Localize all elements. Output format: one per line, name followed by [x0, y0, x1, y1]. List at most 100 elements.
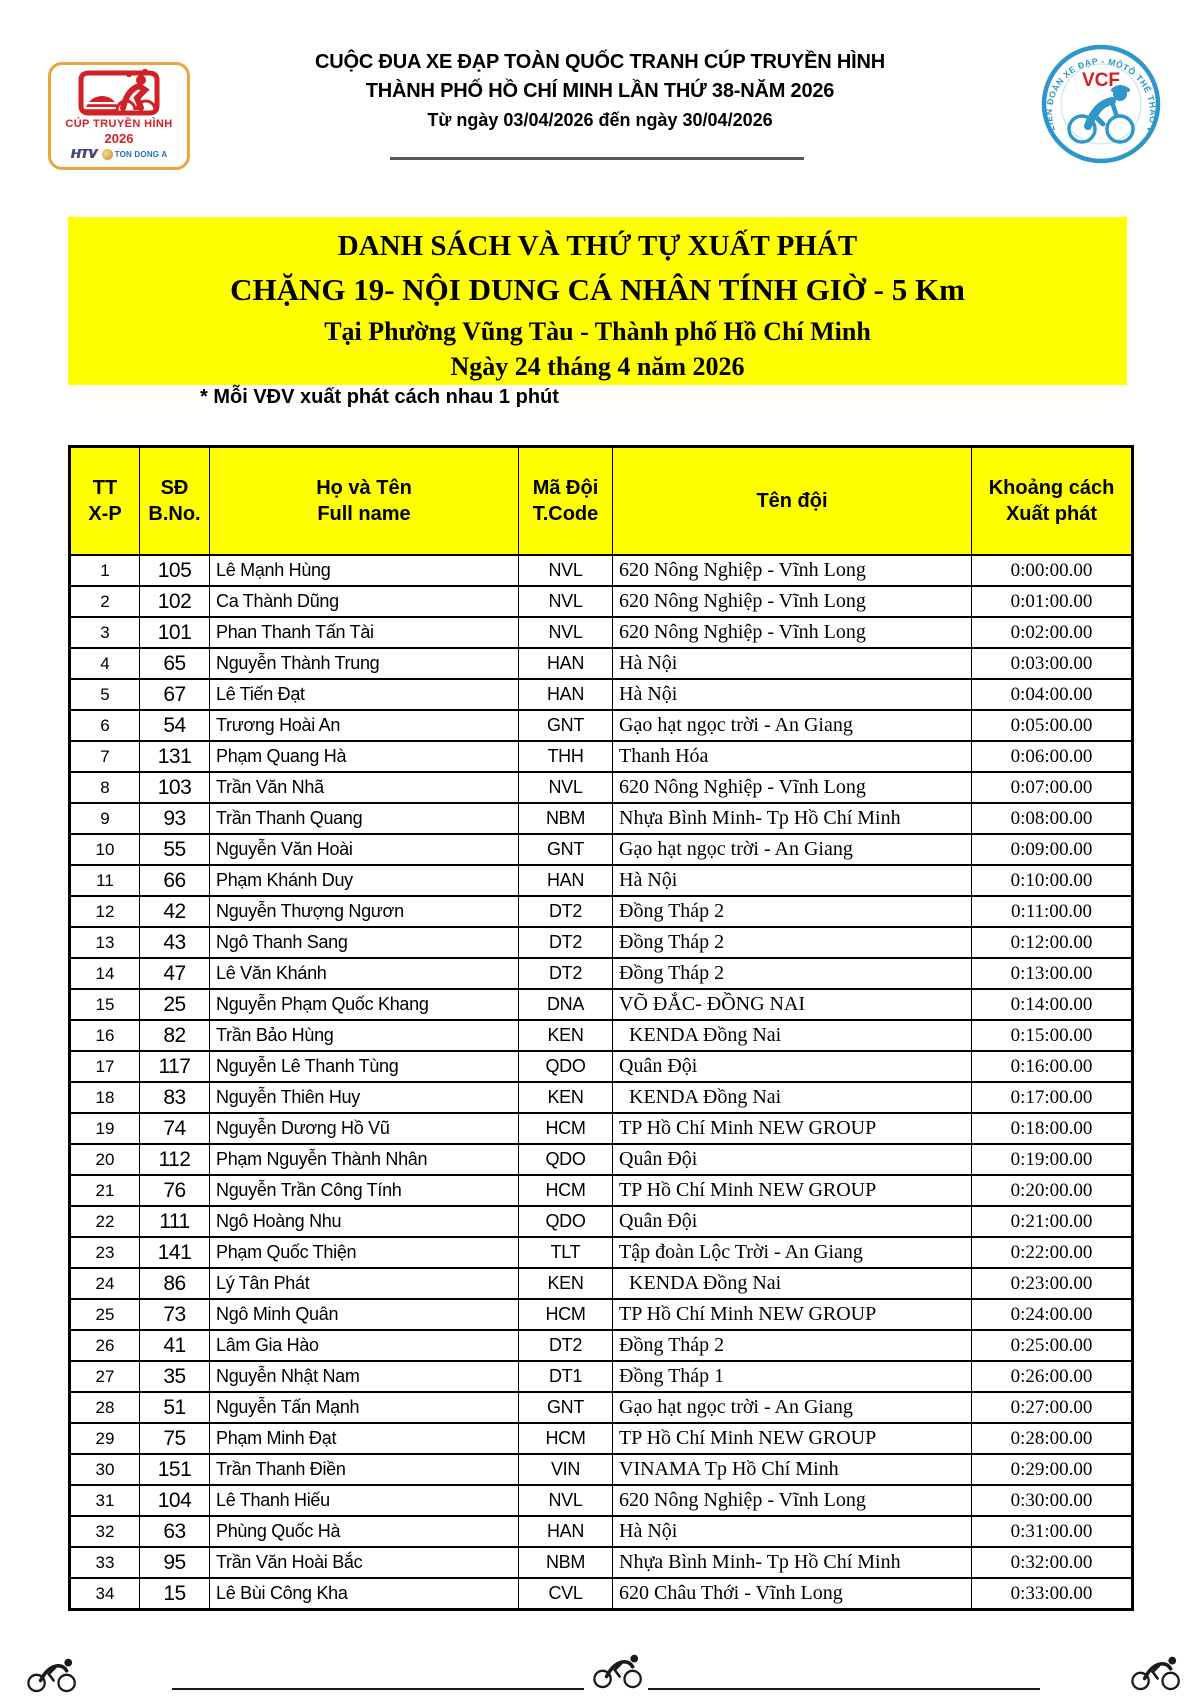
cell-code: HAN	[518, 863, 613, 897]
cell-tt: 9	[69, 801, 140, 835]
cell-no: 151	[139, 1452, 210, 1486]
cell-gap: 0:09:00.00	[971, 832, 1133, 866]
cell-no: 83	[139, 1080, 210, 1114]
cell-gap: 0:06:00.00	[971, 739, 1133, 773]
table-row: 6 54 Trương Hoài An GNT Gạo hạt ngọc trời - …	[69, 708, 1133, 742]
cell-no: 102	[139, 584, 210, 618]
table-row: 27 35 Nguyễn Nhật Nam DT1 Đồng Tháp 1 0:26:00…	[69, 1359, 1133, 1393]
cell-no: 51	[139, 1390, 210, 1424]
cell-name: Trần Bảo Hùng	[209, 1018, 519, 1052]
cell-gap: 0:27:00.00	[971, 1390, 1133, 1424]
cell-code: KEN	[518, 1266, 613, 1300]
cell-tt: 6	[69, 708, 140, 742]
cell-code: CVL	[518, 1576, 613, 1610]
table-row: 9 93 Trần Thanh Quang NBM Nhựa Bình Minh- Tp…	[69, 801, 1133, 835]
cell-tt: 34	[69, 1576, 140, 1610]
cell-no: 103	[139, 770, 210, 804]
cell-tt: 20	[69, 1142, 140, 1176]
race-title: CUỘC ĐUA XE ĐẠP TOÀN QUỐC TRANH CÚP TRUY…	[200, 48, 1000, 135]
cell-code: GNT	[518, 708, 613, 742]
cell-no: 66	[139, 863, 210, 897]
cell-tt: 27	[69, 1359, 140, 1393]
cell-no: 104	[139, 1483, 210, 1517]
table-row: 26 41 Lâm Gia Hào DT2 Đồng Tháp 2 0:25:00.00	[69, 1328, 1133, 1362]
cell-name: Nguyễn Tấn Mạnh	[209, 1390, 519, 1424]
cell-tt: 24	[69, 1266, 140, 1300]
cell-gap: 0:05:00.00	[971, 708, 1133, 742]
table-row: 14 47 Lê Văn Khánh DT2 Đồng Tháp 2 0:13:00.00	[69, 956, 1133, 990]
table-row: 22 111 Ngô Hoàng Nhu QDO Quân Đội 0:21:00.00	[69, 1204, 1133, 1238]
footer-decoration	[0, 1640, 1200, 1697]
start-interval-note: * Mỗi VĐV xuất phát cách nhau 1 phút	[200, 386, 559, 408]
table-row: 5 67 Lê Tiến Đạt HAN Hà Nội 0:04:00.00	[69, 677, 1133, 711]
cell-tt: 26	[69, 1328, 140, 1362]
cell-gap: 0:22:00.00	[971, 1235, 1133, 1269]
cell-no: 65	[139, 646, 210, 680]
cell-gap: 0:21:00.00	[971, 1204, 1133, 1238]
cell-gap: 0:00:00.00	[971, 553, 1133, 587]
cell-no: 42	[139, 894, 210, 928]
cell-no: 86	[139, 1266, 210, 1300]
cell-name: Phạm Minh Đạt	[209, 1421, 519, 1455]
cell-team: Nhựa Bình Minh- Tp Hồ Chí Minh	[612, 1545, 972, 1579]
cell-gap: 0:04:00.00	[971, 677, 1133, 711]
table-row: 19 74 Nguyễn Dương Hồ Vũ HCM TP Hồ Chí Minh …	[69, 1111, 1133, 1145]
table-row: 24 86 Lý Tân Phát KEN KENDA Đồng Nai 0:23:00…	[69, 1266, 1133, 1300]
cell-no: 43	[139, 925, 210, 959]
cell-team: Đồng Tháp 2	[612, 925, 972, 959]
cell-code: HCM	[518, 1421, 613, 1455]
cell-team: Quân Đội	[612, 1204, 972, 1238]
cell-team: TP Hồ Chí Minh NEW GROUP	[612, 1173, 972, 1207]
cell-gap: 0:08:00.00	[971, 801, 1133, 835]
stage-title: CHẶNG 19- NỘI DUNG CÁ NHÂN TÍNH GIỜ - 5 …	[230, 272, 965, 307]
table-row: 15 25 Nguyễn Phạm Quốc Khang DNA VÕ ĐẮC- ĐỒN…	[69, 987, 1133, 1021]
cell-tt: 15	[69, 987, 140, 1021]
table-row: 18 83 Nguyễn Thiên Huy KEN KENDA Đồng Nai 0:…	[69, 1080, 1133, 1114]
table-row: 1 105 Lê Mạnh Hùng NVL 620 Nông Nghiệp - Vĩn…	[69, 553, 1133, 587]
cell-no: 47	[139, 956, 210, 990]
cell-name: Lý Tân Phát	[209, 1266, 519, 1300]
cell-name: Lê Tiến Đạt	[209, 677, 519, 711]
table-header-row: TT X-P SĐ B.No. Họ và Tên Full name Mã Đ…	[69, 445, 1133, 556]
cell-team: 620 Nông Nghiệp - Vĩnh Long	[612, 770, 972, 804]
left-logo-title: CÚP TRUYỀN HÌNH	[65, 118, 173, 130]
cell-tt: 11	[69, 863, 140, 897]
race-title-line1: CUỘC ĐUA XE ĐẠP TOÀN QUỐC TRANH CÚP TRUY…	[315, 51, 885, 73]
cell-tt: 22	[69, 1204, 140, 1238]
cell-name: Ngô Minh Quân	[209, 1297, 519, 1331]
table-row: 34 15 Lê Bùi Công Kha CVL 620 Châu Thới - Vĩ…	[69, 1576, 1133, 1610]
cell-name: Ca Thành Dũng	[209, 584, 519, 618]
cell-team: 620 Nông Nghiệp - Vĩnh Long	[612, 615, 972, 649]
cell-gap: 0:26:00.00	[971, 1359, 1133, 1393]
col-header-teamcode: Mã Đội T.Code	[518, 445, 613, 556]
table-row: 32 63 Phùng Quốc Hà HAN Hà Nội 0:31:00.00	[69, 1514, 1133, 1548]
table-row: 3 101 Phan Thanh Tấn Tài NVL 620 Nông Nghiệp…	[69, 615, 1133, 649]
cell-no: 54	[139, 708, 210, 742]
cell-tt: 33	[69, 1545, 140, 1579]
cell-code: QDO	[518, 1204, 613, 1238]
cell-name: Lâm Gia Hào	[209, 1328, 519, 1362]
cell-name: Trương Hoài An	[209, 708, 519, 742]
cell-code: QDO	[518, 1142, 613, 1176]
cell-gap: 0:32:00.00	[971, 1545, 1133, 1579]
cell-name: Phạm Khánh Duy	[209, 863, 519, 897]
document-header: CÚP TRUYỀN HÌNH 2026 HTV TON DONG A CUỘC…	[0, 0, 1200, 200]
cell-no: 117	[139, 1049, 210, 1083]
cell-team: 620 Nông Nghiệp - Vĩnh Long	[612, 584, 972, 618]
table-row: 21 76 Nguyễn Trần Công Tính HCM TP Hồ Chí Mi…	[69, 1173, 1133, 1207]
left-logo-year: 2026	[104, 131, 134, 146]
cell-team: KENDA Đồng Nai	[612, 1266, 972, 1300]
start-list-title: DANH SÁCH VÀ THỨ TỰ XUẤT PHÁT	[337, 230, 858, 262]
cell-no: 95	[139, 1545, 210, 1579]
cell-name: Phan Thanh Tấn Tài	[209, 615, 519, 649]
cyclist-icon	[593, 1654, 642, 1689]
cell-team: VÕ ĐẮC- ĐỒNG NAI	[612, 987, 972, 1021]
cell-tt: 18	[69, 1080, 140, 1114]
cell-code: HAN	[518, 1514, 613, 1548]
cell-gap: 0:13:00.00	[971, 956, 1133, 990]
cell-code: HAN	[518, 646, 613, 680]
cell-team: TP Hồ Chí Minh NEW GROUP	[612, 1111, 972, 1145]
cell-gap: 0:17:00.00	[971, 1080, 1133, 1114]
cell-team: KENDA Đồng Nai	[612, 1018, 972, 1052]
cell-team: Gạo hạt ngọc trời - An Giang	[612, 832, 972, 866]
